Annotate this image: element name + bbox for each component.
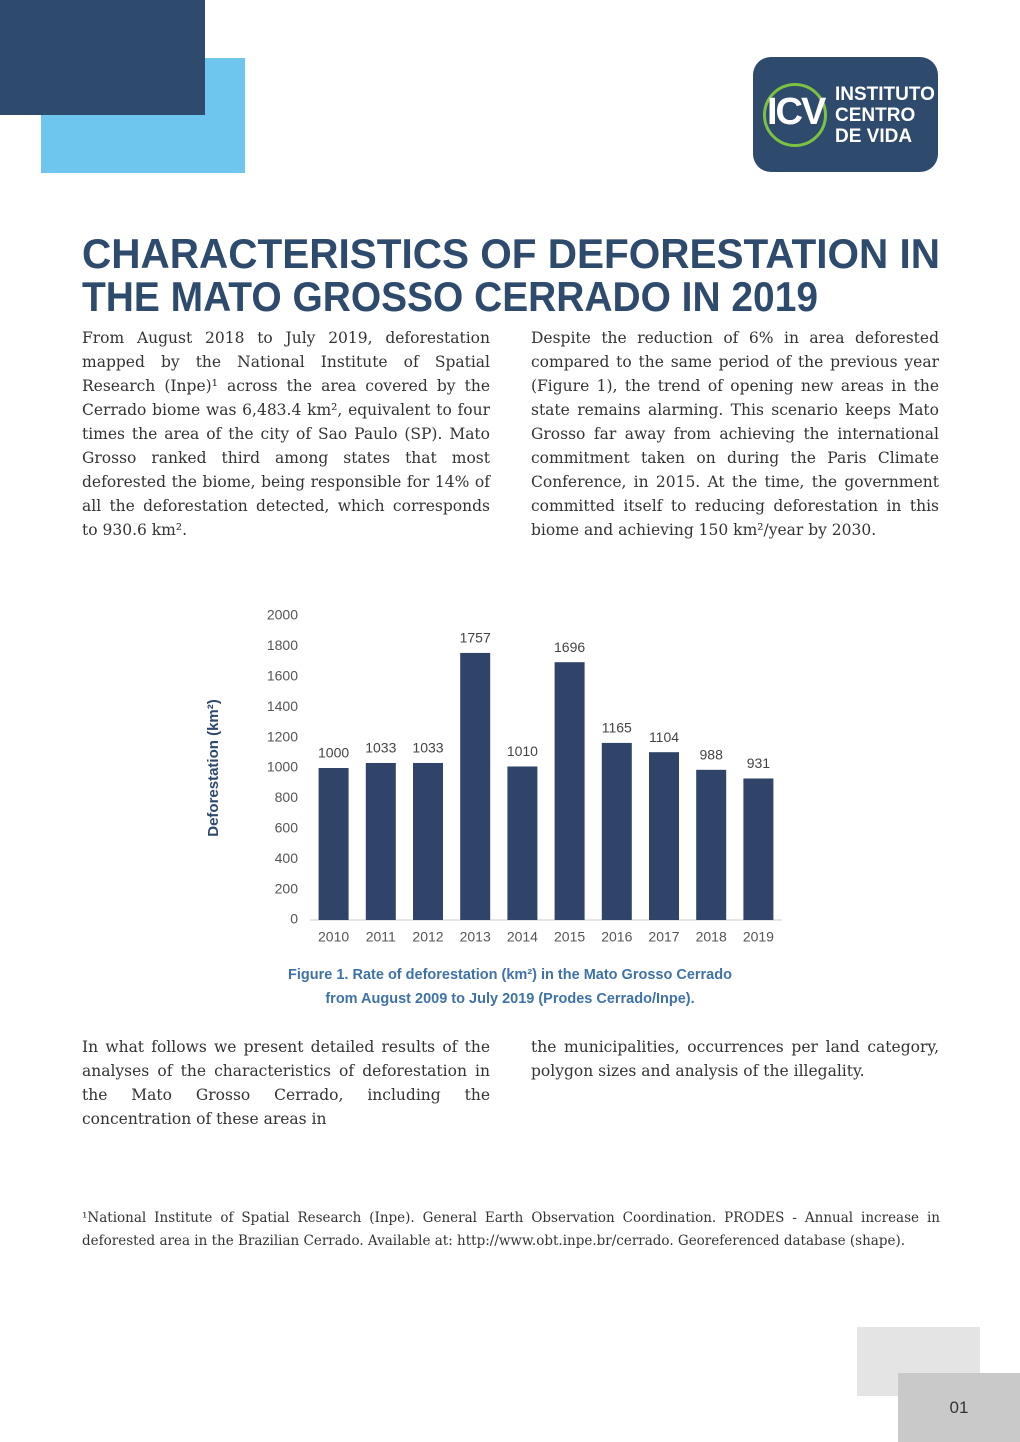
- data-label: 1010: [507, 743, 538, 759]
- y-tick-label: 1600: [267, 668, 298, 684]
- decor-block: [0, 0, 205, 115]
- y-tick-label: 400: [275, 850, 299, 866]
- bar: [460, 652, 491, 920]
- paragraph: Despite the reduction of 6% in area defo…: [531, 329, 939, 539]
- logo-mark: ICV: [767, 91, 826, 133]
- x-tick-label: 2019: [743, 929, 774, 945]
- title: CHARACTERISTICS OF DEFORESTATION IN THE …: [82, 230, 940, 320]
- figure-caption: from August 2009 to July 2019 (Prodes Ce…: [325, 991, 695, 1007]
- data-label: 1033: [365, 740, 396, 756]
- logo-text: CENTRO: [835, 105, 916, 126]
- paragraph: In what follows we present detailed resu…: [82, 1038, 490, 1128]
- data-label: 931: [747, 755, 771, 771]
- chart: Deforestation (km²) 0 200 400 600 800 1000 120…: [205, 607, 782, 945]
- data-label: 1104: [649, 729, 679, 745]
- y-tick-label: 800: [275, 789, 299, 805]
- bar: [507, 766, 538, 920]
- data-label: 1757: [460, 630, 491, 646]
- y-tick-label: 1400: [267, 698, 298, 714]
- footnote: ¹National Institute of Spatial Research …: [82, 1210, 940, 1249]
- y-tick-label: 600: [275, 820, 299, 836]
- x-tick-label: 2016: [601, 929, 632, 945]
- bar: [554, 662, 585, 920]
- paragraph: From August 2018 to July 2019, deforesta…: [82, 329, 490, 539]
- title-line: CHARACTERISTICS OF DEFORESTATION IN: [82, 230, 940, 277]
- y-tick-label: 1000: [267, 759, 298, 775]
- x-tick-label: 2012: [412, 929, 443, 945]
- x-tick-label: 2015: [554, 929, 585, 945]
- x-tick-label: 2017: [648, 929, 679, 945]
- page-number: 01: [898, 1373, 1020, 1442]
- bar: [601, 742, 632, 920]
- data-label: 1165: [602, 720, 632, 736]
- bar: [413, 762, 443, 920]
- x-tick-label: 2010: [318, 929, 349, 945]
- logo-ring: [763, 83, 827, 147]
- y-tick-label: 0: [290, 911, 298, 927]
- data-label: 1696: [554, 639, 585, 655]
- bar: [318, 768, 349, 920]
- paragraph: the municipalities, occurrences per land…: [531, 1038, 939, 1080]
- data-label: 988: [700, 747, 724, 763]
- y-tick-label: 1200: [267, 728, 298, 744]
- x-tick-label: 2018: [696, 929, 727, 945]
- y-tick-label: 1800: [267, 637, 298, 653]
- bar: [696, 769, 727, 920]
- bar: [649, 752, 679, 920]
- x-tick-label: 2013: [460, 929, 491, 945]
- figure-caption: Figure 1. Rate of deforestation (km²) in…: [288, 967, 732, 983]
- x-tick-label: 2014: [507, 929, 538, 945]
- y-tick-label: 200: [275, 880, 299, 896]
- logo-text: INSTITUTO: [835, 84, 935, 105]
- data-label: 1000: [318, 745, 349, 761]
- y-tick-label: 2000: [267, 607, 298, 623]
- title-line: THE MATO GROSSO CERRADO IN 2019: [82, 273, 818, 320]
- bar: [365, 762, 396, 920]
- data-label: 1033: [412, 740, 443, 756]
- x-tick-label: 2011: [366, 929, 396, 945]
- y-axis-label: Deforestation (km²): [205, 699, 222, 837]
- logo: ICV INSTITUTO CENTRO DE VIDA: [753, 57, 938, 172]
- bar: [743, 778, 774, 920]
- logo-text: DE VIDA: [835, 126, 913, 147]
